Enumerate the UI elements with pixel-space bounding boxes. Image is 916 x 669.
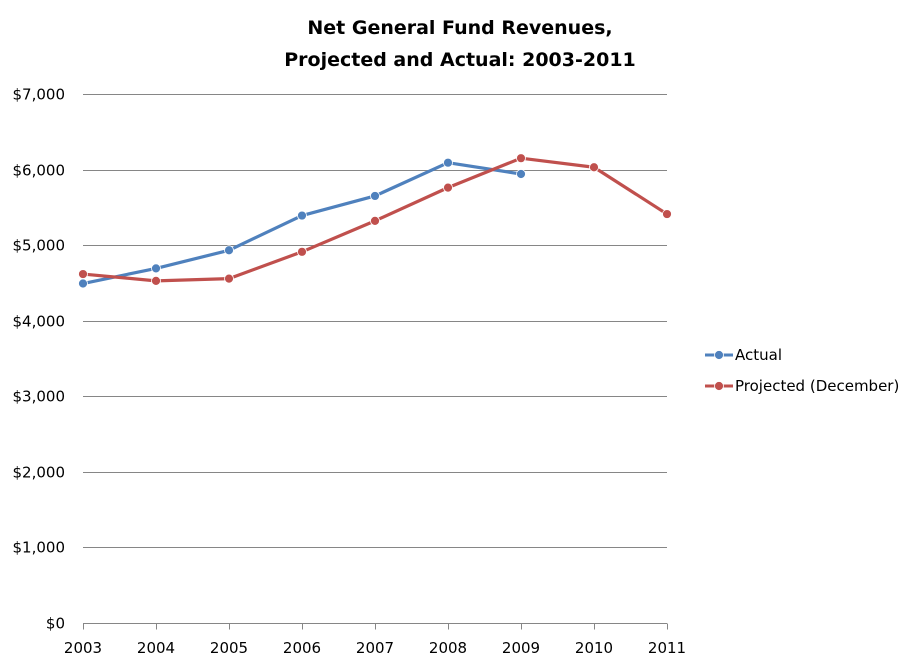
data-point [370, 191, 380, 201]
x-tick-label: 2008 [429, 639, 467, 657]
data-point [662, 209, 672, 219]
legend-label: Projected (December) [735, 377, 899, 395]
data-point [297, 246, 307, 257]
series-group [78, 153, 672, 289]
x-tick-label: 2004 [137, 639, 175, 657]
data-point [516, 169, 526, 179]
data-point [151, 263, 161, 274]
legend: Actual Projected (December) [705, 346, 899, 395]
data-point [443, 157, 453, 168]
x-tick-label: 2010 [575, 639, 613, 657]
x-tick-label: 2003 [64, 639, 102, 657]
gridlines [83, 94, 667, 548]
legend-item: Projected (December) [705, 377, 899, 395]
chart-title-line-1: Net General Fund Revenues, [307, 17, 612, 39]
x-tick-label: 2011 [648, 639, 686, 657]
x-tick-label: 2007 [356, 639, 394, 657]
data-point [297, 210, 307, 221]
series-actual [78, 157, 526, 289]
legend-label: Actual [735, 346, 782, 364]
y-tick-label: $4,000 [13, 313, 66, 331]
series-line [81, 161, 523, 286]
data-point [443, 182, 453, 193]
y-tick-label: $1,000 [13, 539, 66, 557]
y-tick-label: $2,000 [13, 464, 66, 482]
data-point [78, 278, 88, 289]
data-point [224, 273, 234, 284]
data-point [224, 245, 234, 256]
x-tick-label: 2006 [283, 639, 321, 657]
chart-title: Net General Fund Revenues, Projected and… [284, 17, 636, 71]
data-point [516, 153, 526, 164]
data-point [589, 162, 599, 173]
chart-title-line-2: Projected and Actual: 2003-2011 [284, 49, 636, 71]
x-axis [83, 623, 668, 630]
data-point [370, 215, 380, 226]
x-axis-labels: 2003 2004 2005 2006 2007 2008 2009 2010 2011 [64, 639, 686, 657]
series-projected-december [78, 153, 672, 286]
y-tick-label: $7,000 [13, 86, 66, 104]
y-axis-labels: $0 $1,000 $2,000 $3,000 $4,000 $5,000 $6,000 $7… [13, 86, 66, 633]
data-point [78, 269, 88, 279]
y-tick-label: $5,000 [13, 237, 66, 255]
y-tick-label: $6,000 [13, 162, 66, 180]
y-tick-label: $0 [46, 615, 65, 633]
legend-item: Actual [705, 346, 782, 364]
y-tick-label: $3,000 [13, 388, 66, 406]
x-tick-label: 2005 [210, 639, 248, 657]
x-tick-label: 2009 [502, 639, 540, 657]
data-point [151, 275, 161, 286]
legend-swatch-marker [714, 381, 724, 391]
legend-swatch-marker [714, 350, 724, 360]
